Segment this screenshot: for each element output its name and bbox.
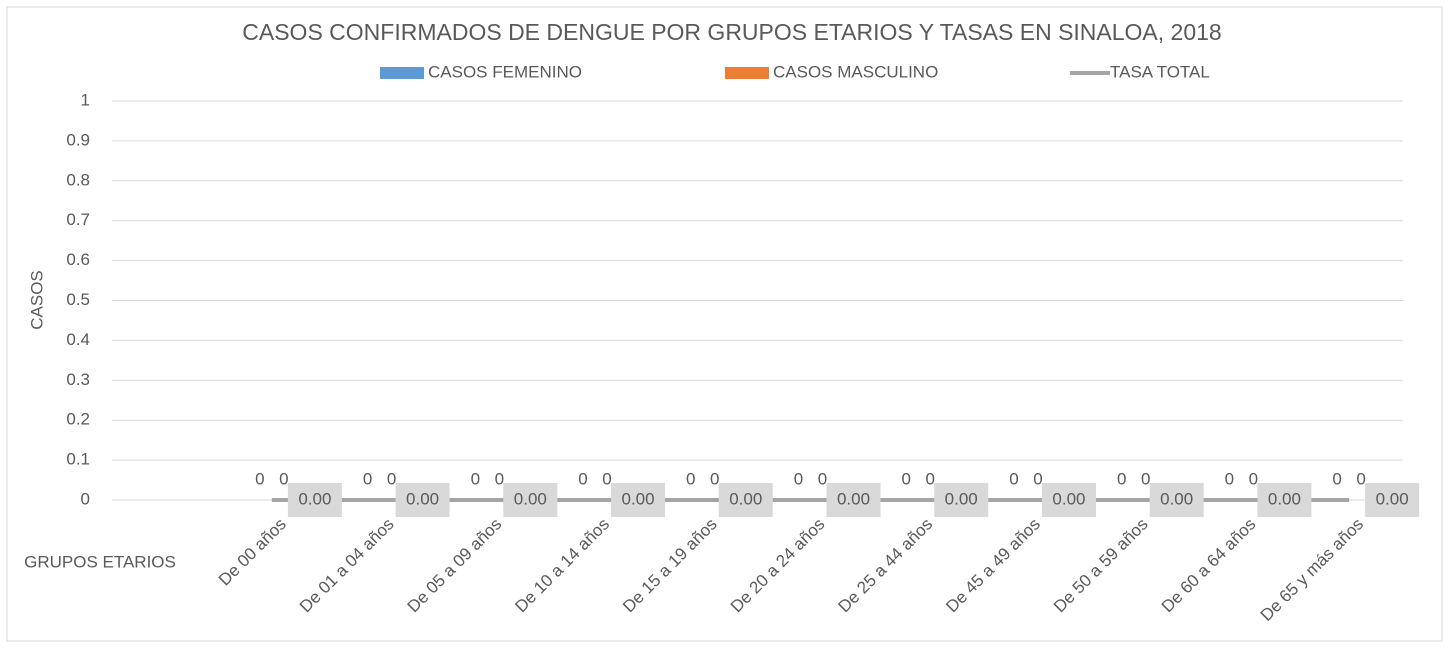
data-label: 0 [279, 469, 288, 488]
data-label-box [1149, 483, 1204, 517]
data-label: 0 [901, 469, 910, 488]
chart-title: CASOS CONFIRMADOS DE DENGUE POR GRUPOS E… [242, 19, 1221, 45]
data-label: 0 [495, 469, 504, 488]
data-label: 0 [387, 469, 396, 488]
y-tick-label: 0.3 [66, 370, 90, 389]
data-label-box [611, 483, 666, 517]
y-tick-label: 0.1 [66, 450, 90, 469]
data-label: 0 [925, 469, 934, 488]
data-label: 0 [1356, 469, 1365, 488]
y-tick-label: 0.8 [66, 170, 90, 189]
x-axis-label: GRUPOS ETARIOS [24, 552, 176, 571]
data-label: 0.00 [621, 489, 654, 508]
data-label: 0 [471, 469, 480, 488]
data-label: 0 [602, 469, 611, 488]
legend-label: TASA TOTAL [1110, 62, 1210, 81]
y-tick-label: 0.2 [66, 410, 90, 429]
data-label-box [287, 483, 342, 517]
data-label-box [718, 483, 773, 517]
data-label: 0 [1117, 469, 1126, 488]
data-label: 0 [578, 469, 587, 488]
legend-label: CASOS FEMENINO [428, 62, 582, 81]
legend-swatch [725, 67, 769, 79]
data-label: 0 [1033, 469, 1042, 488]
data-label: 0 [710, 469, 719, 488]
y-tick-label: 0 [81, 489, 90, 508]
data-label: 0.00 [1376, 489, 1409, 508]
data-label-box [395, 483, 450, 517]
data-label: 0.00 [1160, 489, 1193, 508]
data-label: 0 [1332, 469, 1341, 488]
chart-border [6, 6, 1443, 642]
data-label-box [1041, 483, 1096, 517]
data-label: 0 [1225, 469, 1234, 488]
data-label-box [1365, 483, 1420, 517]
y-tick-label: 0.6 [66, 250, 90, 269]
data-label: 0 [255, 469, 264, 488]
data-label: 0.00 [837, 489, 870, 508]
data-label: 0 [794, 469, 803, 488]
legend-label: CASOS MASCULINO [773, 62, 938, 81]
legend-swatch [380, 67, 424, 79]
y-tick-label: 0.4 [66, 330, 90, 349]
y-tick-label: 0.7 [66, 210, 90, 229]
data-label-box [934, 483, 989, 517]
y-tick-label: 0.9 [66, 130, 90, 149]
y-tick-label: 1 [81, 90, 90, 109]
y-axis-label: CASOS [27, 270, 46, 330]
data-label: 0.00 [945, 489, 978, 508]
data-label: 0 [363, 469, 372, 488]
data-label: 0 [818, 469, 827, 488]
data-label: 0.00 [729, 489, 762, 508]
data-label-box [826, 483, 881, 517]
data-label: 0.00 [1268, 489, 1301, 508]
data-label: 0 [1009, 469, 1018, 488]
data-label: 0 [1141, 469, 1150, 488]
data-label: 0.00 [298, 489, 331, 508]
data-label: 0.00 [514, 489, 547, 508]
data-label: 0 [686, 469, 695, 488]
data-label: 0.00 [1052, 489, 1085, 508]
data-label-box [503, 483, 558, 517]
data-label-box [1257, 483, 1312, 517]
y-tick-label: 0.5 [66, 290, 90, 309]
data-label: 0.00 [406, 489, 439, 508]
data-label: 0 [1249, 469, 1258, 488]
